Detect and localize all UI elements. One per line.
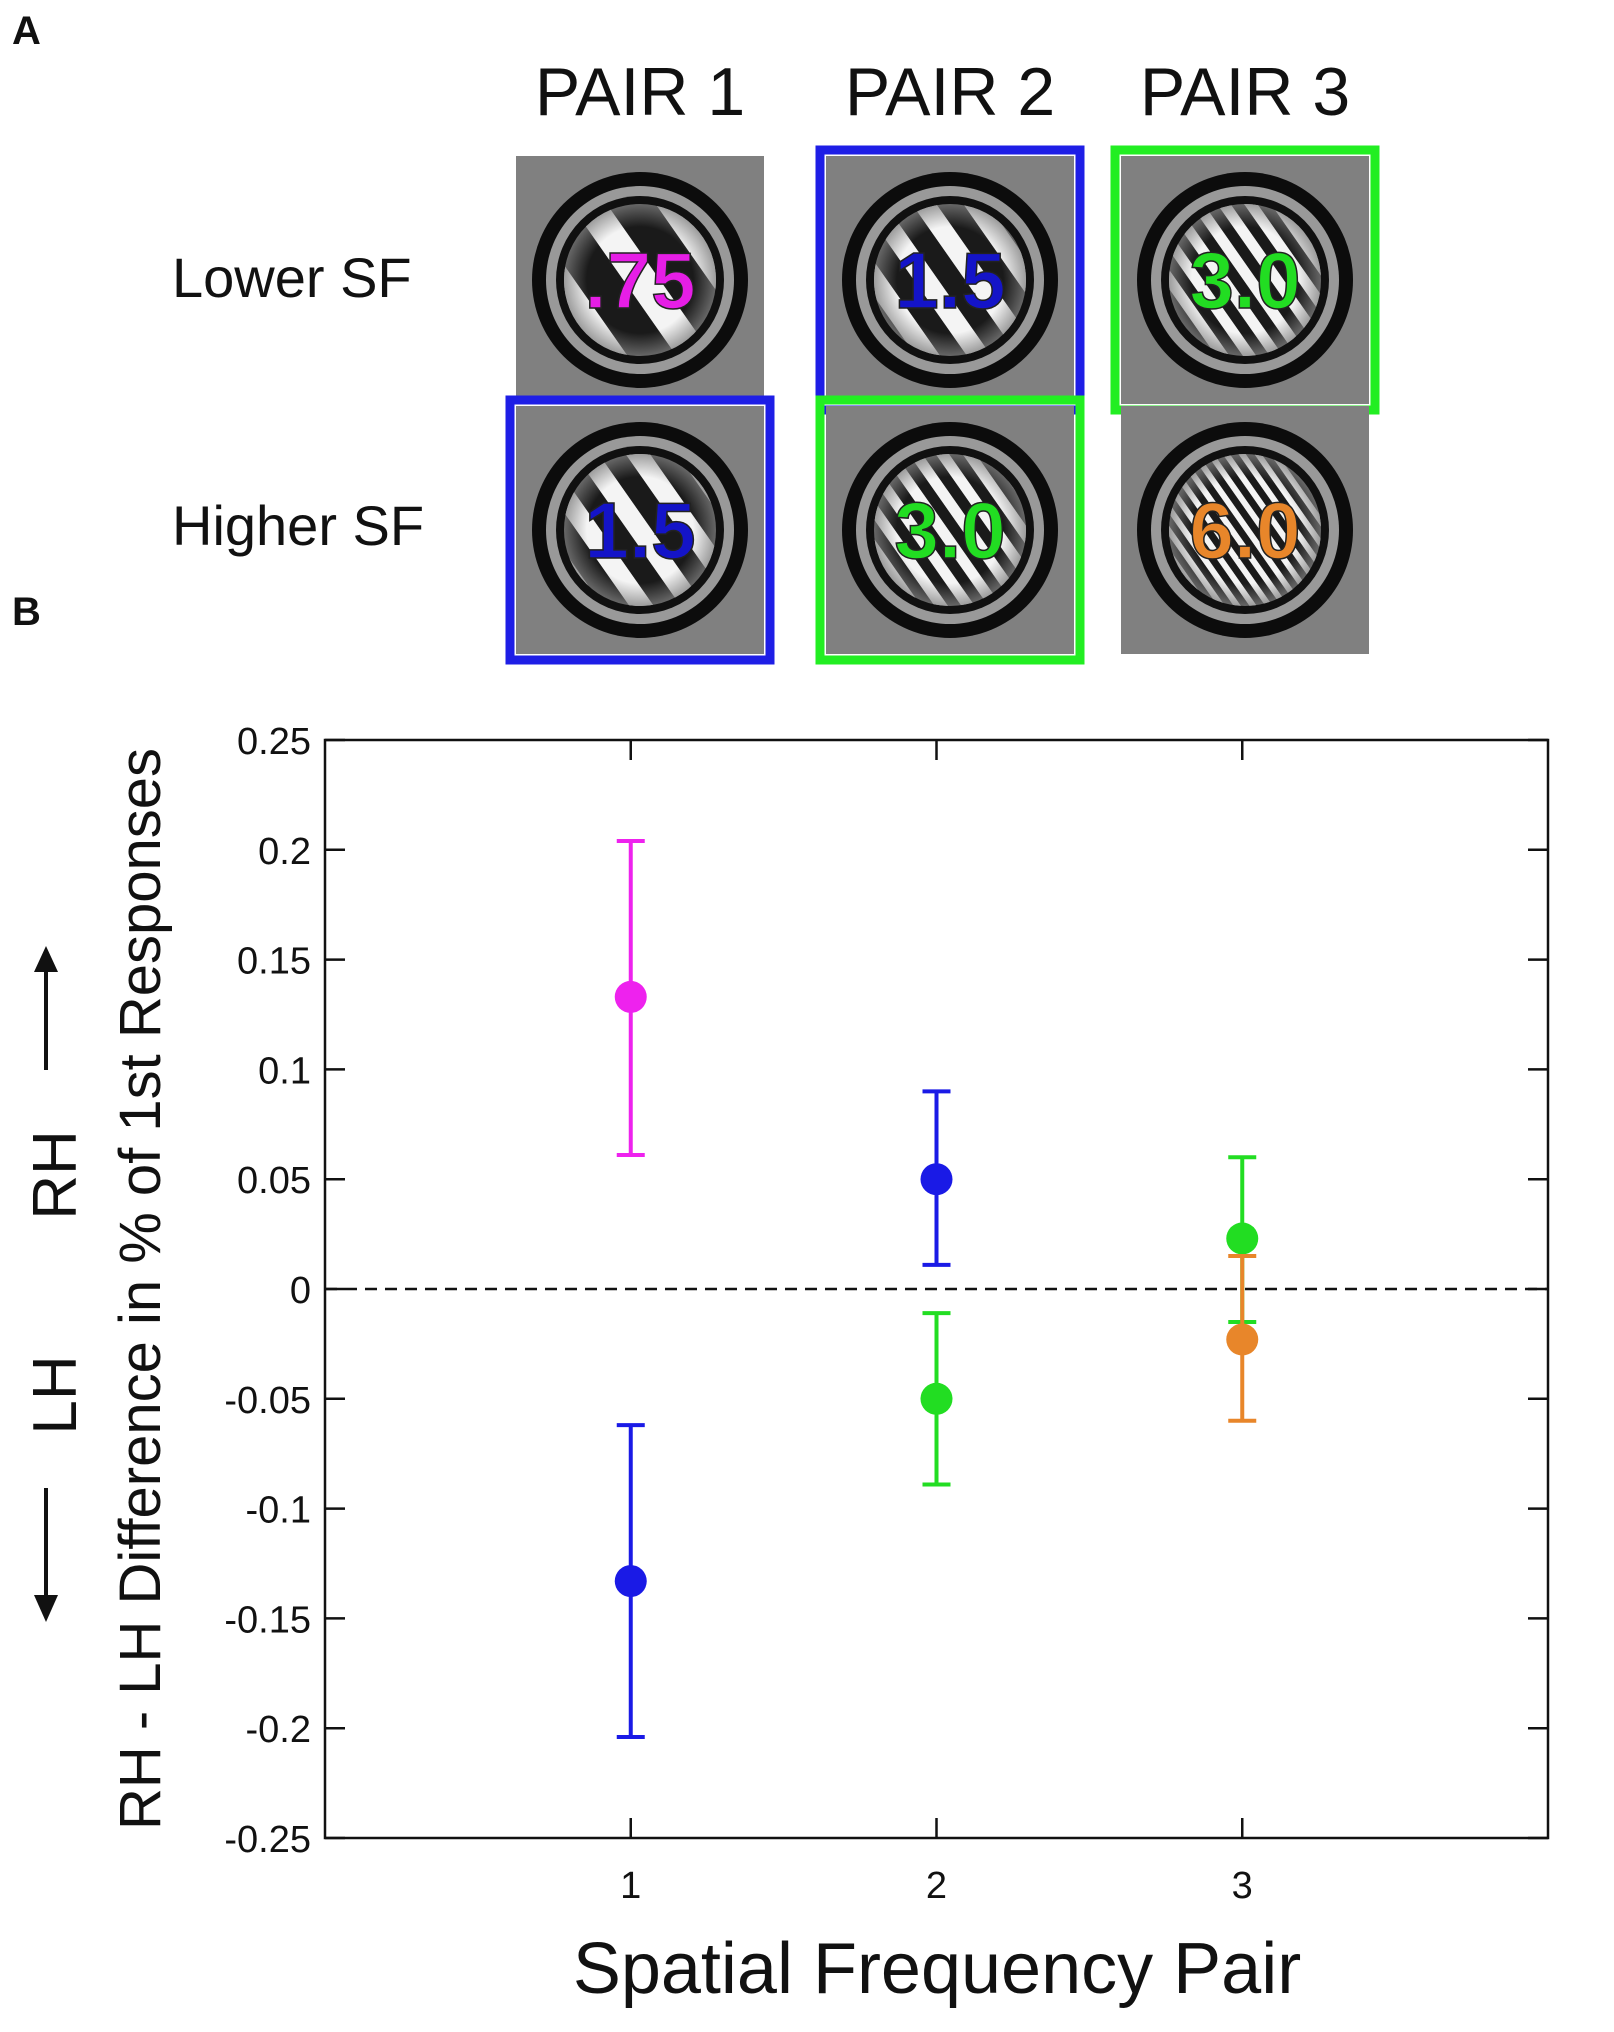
pair-label-2: PAIR 2 [845,54,1055,130]
stimulus-grid: .75 1.5 3.0 1.5 3.0 6.0 [505,145,1380,665]
y-tick-label: 0.05 [237,1160,311,1202]
lh-label: LH [21,1355,90,1434]
stimulus-cell: 3.0 [815,395,1085,665]
grating-vignette [564,204,716,356]
grating-vignette [874,454,1026,606]
point-marker [614,1565,647,1598]
row-label-higher-sf: Higher SF [172,494,424,557]
point-marker [1226,1323,1259,1356]
y-tick-label: -0.25 [224,1819,311,1861]
grating-vignette [874,204,1026,356]
rh-label: RH [21,1130,90,1220]
x-axis-title: Spatial Frequency Pair [573,1929,1301,2009]
grating-vignette [564,454,716,606]
y-tick-label: -0.2 [246,1709,311,1751]
sf-value-label: 1.5 [584,486,695,575]
y-tick-label: 0.1 [258,1050,311,1092]
sf-value-label: 3.0 [1189,236,1300,325]
sf-value-label: 6.0 [1189,486,1300,575]
point-marker [614,980,647,1013]
y-tick-label: 0 [290,1270,311,1312]
stimulus-cell: 1.5 [815,145,1085,415]
y-tick-label: 0.25 [237,721,311,763]
pair-frame [815,395,1085,665]
stimulus-cell: 6.0 [1121,406,1369,654]
point-marker [920,1382,953,1415]
sf-value-label: 3.0 [894,486,1005,575]
y-tick-label: -0.1 [246,1490,311,1532]
point-marker [1226,1222,1259,1255]
y-tick-label: 0.15 [237,941,311,983]
grating-vignette [1169,204,1321,356]
sf-value-label: .75 [584,236,695,325]
panel-a-label: A [12,9,41,53]
stimulus-cell: 1.5 [505,395,775,665]
data-point [920,1311,953,1487]
y-tick-label: 0.2 [258,831,311,873]
stimulus-cell: 3.0 [1110,145,1380,415]
y-tick-label: -0.05 [224,1380,311,1422]
lh-down-arrow-icon [34,1488,58,1622]
y-tick-label: -0.15 [224,1599,311,1641]
x-tick-label: 1 [620,1865,641,1907]
point-marker [920,1163,953,1196]
pair-label-3: PAIR 3 [1140,54,1350,130]
y-axis: 0.25 0.2 0.15 0.1 0.05 0 -0.05 -0.1 -0.15 -0.2 -0.… [224,721,1548,1861]
sf-value-label: 1.5 [894,236,1005,325]
pair-frame [505,395,775,665]
x-tick-label: 3 [1232,1865,1253,1907]
row-label-lower-sf: Lower SF [172,246,412,309]
y-axis-title: RH - LH Difference in % of 1st Responses [108,748,173,1830]
grating-vignette [1169,454,1321,606]
rh-up-arrow-icon [34,946,58,1070]
data-point [920,1089,953,1267]
data-point [614,1423,647,1739]
stimulus-cell: .75 [516,156,764,404]
data-point [1226,1254,1259,1423]
data-point [614,839,647,1158]
data-points [614,839,1259,1739]
error-bar-chart: 0.25 0.2 0.15 0.1 0.05 0 -0.05 -0.1 -0.15 -0.2 -0.… [21,721,1550,2009]
panel-b-label: B [12,590,41,634]
pair-label-1: PAIR 1 [535,54,745,130]
x-tick-label: 2 [926,1865,947,1907]
x-axis: 1 2 3 [620,740,1253,1907]
